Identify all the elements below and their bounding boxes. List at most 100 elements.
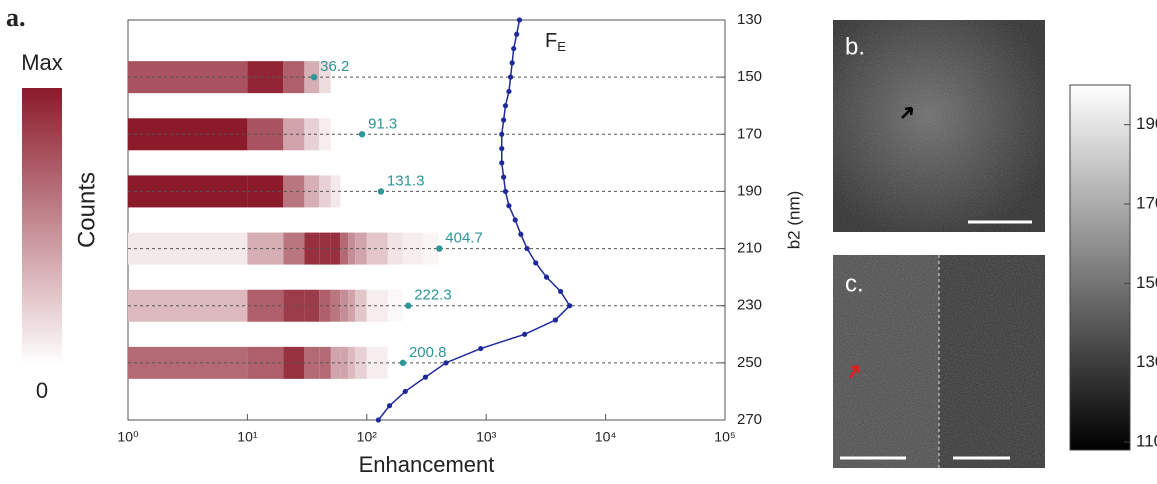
heat-cell (423, 118, 439, 151)
heat-cell (247, 175, 284, 208)
curve-marker (522, 331, 528, 337)
x-tick-label: 10³ (476, 429, 497, 445)
panel-label: a. (6, 3, 26, 32)
heat-cell (128, 289, 248, 322)
curve-marker (499, 131, 505, 137)
heat-cell (366, 232, 388, 265)
image-b: b. (833, 20, 1045, 232)
heat-cell (304, 289, 320, 322)
heat-cell (423, 289, 439, 322)
heat-cell (387, 346, 403, 379)
colorbar-tick-label: 110 (1136, 432, 1157, 451)
curve-marker (506, 88, 512, 95)
x-tick-label: 10¹ (237, 429, 258, 445)
x-tick-label: 10² (357, 429, 378, 445)
heat-cell (387, 61, 403, 94)
heat-cell (128, 232, 248, 265)
curve-marker (552, 317, 559, 323)
heat-cell (319, 232, 331, 265)
mean-label: 91.3 (368, 115, 397, 132)
y-tick-label: 130 (737, 11, 762, 28)
curve-marker (501, 117, 507, 123)
heat-cell (423, 61, 439, 94)
heat-cell (330, 61, 341, 94)
x-tick-label: 10⁰ (117, 429, 139, 445)
heat-cell (402, 346, 424, 379)
heat-cell (423, 232, 439, 265)
curve-name: F (545, 30, 557, 52)
heat-cell (319, 61, 331, 94)
image-label: b. (845, 33, 865, 60)
curve-marker (514, 31, 520, 37)
curve-marker (518, 231, 524, 237)
heat-cell (319, 346, 331, 379)
mean-dot (377, 188, 385, 195)
heat-cell (402, 175, 424, 208)
x-tick-label: 10⁴ (595, 429, 617, 445)
mean-label: 36.2 (320, 58, 349, 75)
image-label: c. (845, 270, 864, 297)
curve-marker (499, 145, 505, 152)
heat-cell (283, 175, 305, 208)
heat-cell (423, 175, 439, 208)
curve-marker (422, 374, 429, 380)
heat-cell (304, 232, 320, 265)
mean-dot (399, 359, 407, 367)
curve-marker (567, 303, 573, 309)
heat-cell (247, 232, 284, 265)
y-tick-label: 270 (737, 411, 762, 428)
heat-cell (128, 61, 248, 94)
colorbar-bottom-label: 0 (36, 378, 48, 403)
heat-cell (319, 118, 331, 151)
curve-marker (402, 388, 408, 395)
curve-marker (543, 274, 550, 280)
heat-cell (355, 61, 367, 94)
curve-marker (507, 74, 514, 80)
colorbar-tick-label: 170 (1136, 194, 1157, 213)
colorbar-top-label: Max (21, 50, 63, 75)
mean-label: 131.3 (387, 172, 425, 189)
curve-marker (524, 245, 530, 252)
heat-cell (387, 232, 403, 265)
heat-cell (402, 232, 424, 265)
colorbar-tick-label: 190 (1136, 114, 1157, 133)
mean-dot (358, 131, 366, 138)
heat-cell (366, 289, 388, 322)
mean-label: 404.7 (445, 230, 483, 247)
heat-cell (247, 61, 284, 94)
mean-dot (405, 302, 412, 309)
curve-subscript: E (557, 39, 566, 54)
y-axis-label: b2 (nm) (784, 191, 803, 250)
curve-label: FE (545, 30, 566, 54)
curve-marker (478, 345, 484, 352)
heat-cell (330, 289, 341, 322)
colorbar (1069, 84, 1131, 451)
curve-marker (558, 288, 564, 295)
heat-cell (304, 175, 320, 208)
heat-cell (330, 346, 341, 379)
x-axis-label: Enhancement (359, 452, 495, 477)
colorbar-tick-label: 130 (1136, 352, 1157, 371)
y-tick-label: 170 (737, 125, 762, 142)
curve-marker (512, 217, 518, 223)
mean-dot (310, 73, 318, 81)
mean-label: 222.3 (414, 287, 452, 304)
x-tick-label: 10⁵ (714, 429, 735, 445)
heat-cell (355, 175, 367, 208)
heat-cell (402, 118, 424, 151)
heat-cell (283, 289, 305, 322)
heat-cell (319, 289, 331, 322)
colorbar (22, 88, 62, 365)
heat-cell (283, 61, 305, 94)
heat-cell (283, 118, 305, 151)
colorbar-label: Counts (73, 172, 100, 248)
curve-marker (502, 188, 509, 195)
heat-cell (355, 289, 367, 322)
heat-cell (247, 289, 284, 322)
curve-marker (375, 417, 381, 423)
heat-cell (402, 61, 424, 94)
heat-cell (304, 346, 320, 379)
curve-marker (443, 360, 449, 366)
curve-marker (509, 60, 515, 66)
